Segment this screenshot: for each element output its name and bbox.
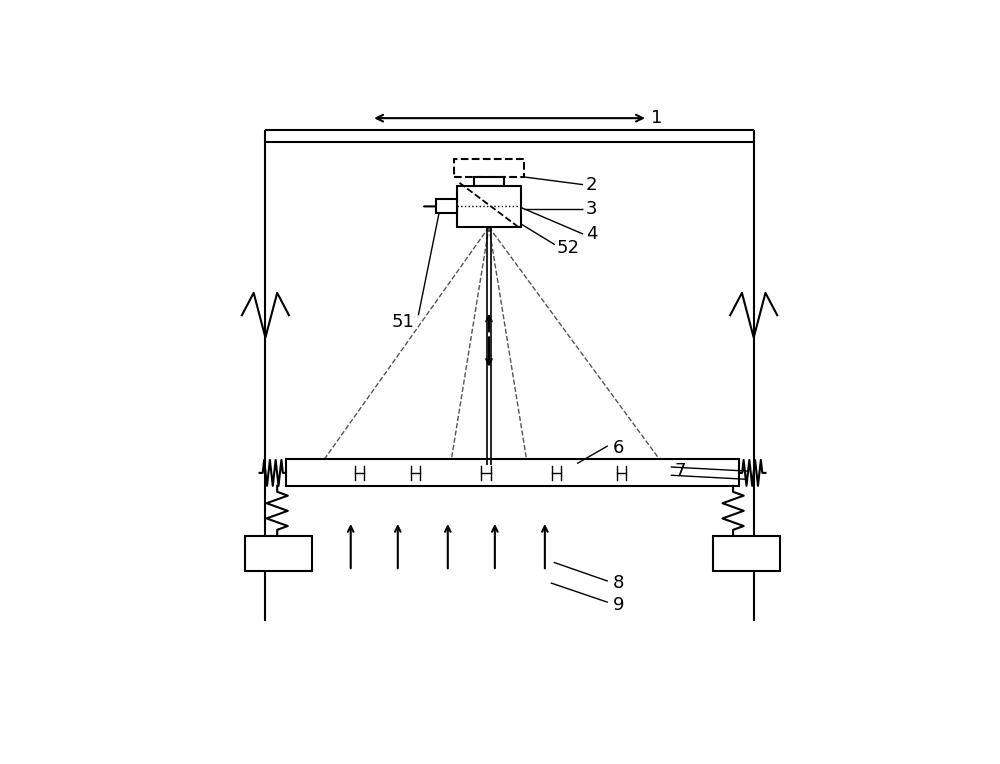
Bar bbox=[454, 160, 524, 177]
Bar bbox=[245, 536, 312, 571]
Text: 2: 2 bbox=[586, 176, 598, 193]
Bar bbox=[713, 536, 780, 571]
Bar bbox=[457, 186, 521, 227]
Text: 1: 1 bbox=[651, 109, 662, 127]
Text: 52: 52 bbox=[557, 238, 580, 257]
Text: 3: 3 bbox=[586, 200, 598, 219]
Bar bbox=[474, 177, 504, 186]
Text: 7: 7 bbox=[674, 462, 686, 480]
Text: 51: 51 bbox=[392, 313, 415, 332]
Text: 6: 6 bbox=[613, 439, 624, 457]
Text: 9: 9 bbox=[613, 596, 624, 613]
Bar bbox=[436, 199, 457, 213]
Text: 4: 4 bbox=[586, 225, 598, 243]
Text: 8: 8 bbox=[613, 574, 624, 592]
Bar bbox=[286, 459, 739, 486]
